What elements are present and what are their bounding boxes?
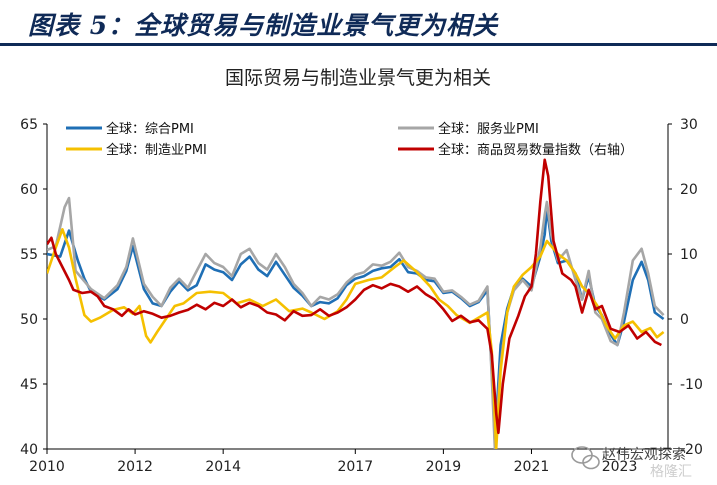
series-line-3: [47, 228, 665, 449]
right-tick-label: 0: [680, 312, 689, 328]
right-tick-label: -20: [680, 442, 703, 458]
figure-caption: 图表 5：全球贸易与制造业景气更为相关: [28, 11, 499, 40]
x-tick-label: 2014: [205, 459, 241, 475]
watermark-overlay: 格隆汇: [650, 464, 692, 480]
right-tick-label: 10: [680, 247, 698, 263]
series-line-4: [47, 158, 662, 435]
x-tick-label: 2012: [117, 459, 153, 475]
chart-legend: 全球：综合PMI 全球：服务业PMI 全球：制造业PMI 全球：商品贸易数量指数（右轴…: [66, 121, 633, 158]
wechat-logo-icon: [571, 446, 600, 470]
x-tick-label: 2021: [514, 459, 550, 475]
legend-label-2: 全球：服务业PMI: [438, 121, 539, 137]
watermark-text: 赵伟宏观探索: [602, 446, 686, 463]
left-tick-label: 60: [20, 182, 38, 198]
header-divider: [0, 43, 717, 46]
left-tick-label: 65: [20, 117, 38, 133]
legend-label-1: 全球：综合PMI: [106, 121, 194, 137]
x-tick-label: 2010: [29, 459, 65, 475]
x-tick-label: 2019: [426, 459, 462, 475]
legend-label-3: 全球：制造业PMI: [106, 142, 207, 158]
left-tick-label: 50: [20, 312, 38, 328]
series-lines: [47, 158, 665, 449]
x-tick-label: 2017: [337, 459, 373, 475]
left-tick-label: 55: [20, 247, 38, 263]
watermark: 赵伟宏观探索 格隆汇: [571, 446, 692, 480]
right-tick-label: 20: [680, 182, 698, 198]
left-tick-label: 40: [20, 442, 38, 458]
chart-axes: 40 45 50 55 60 65 -20 -10 0 10 20 30 2010 2012 2014 201…: [20, 117, 703, 475]
series-line-1: [47, 207, 665, 444]
legend-label-4: 全球：商品贸易数量指数（右轴）: [438, 142, 633, 158]
figure-header: 图表 5：全球贸易与制造业景气更为相关: [0, 0, 717, 46]
x-tick-label: 2023: [602, 459, 638, 475]
line-chart: 国际贸易与制造业景气更为相关 40 45 50 55 60 65 -20 -10 0 10 20 30…: [20, 67, 703, 475]
right-tick-label: 30: [680, 117, 698, 133]
chart-title: 国际贸易与制造业景气更为相关: [225, 67, 491, 89]
series-line-2: [47, 196, 665, 449]
left-tick-label: 45: [20, 377, 38, 393]
right-tick-label: -10: [680, 377, 703, 393]
